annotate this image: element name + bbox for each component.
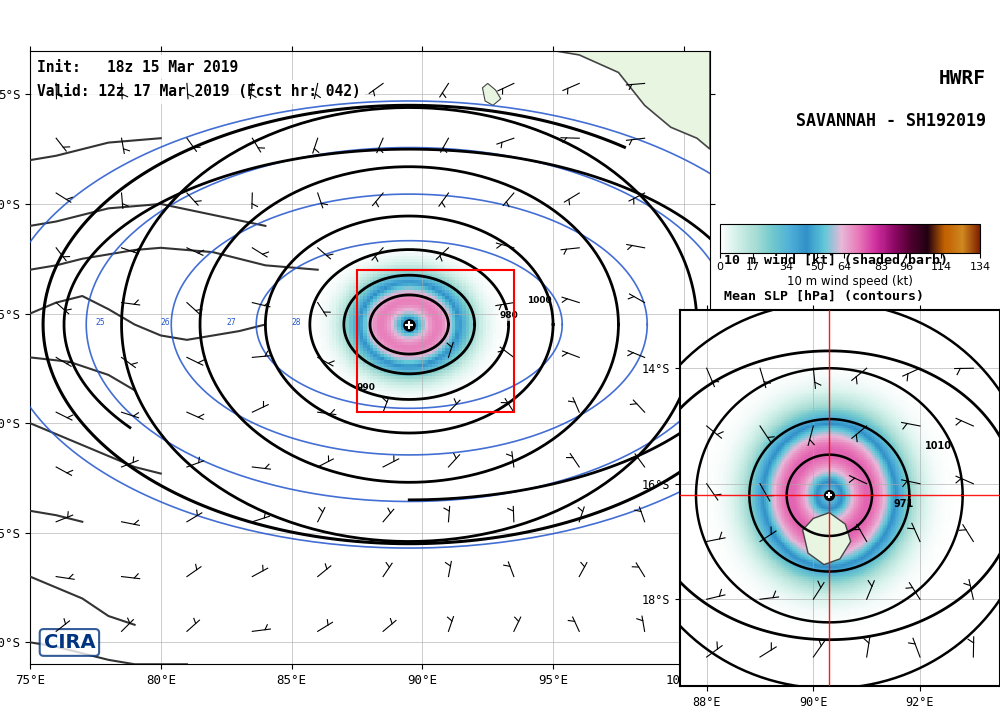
Polygon shape: [553, 51, 710, 149]
Text: Mean SLP [hPa] (contours): Mean SLP [hPa] (contours): [724, 290, 924, 303]
Text: 27: 27: [226, 318, 236, 326]
Polygon shape: [803, 513, 851, 565]
Text: 1010: 1010: [925, 441, 952, 451]
Text: 25: 25: [95, 318, 105, 326]
Text: 26: 26: [161, 318, 170, 326]
Text: Valid: 12z 17 Mar 2019 (Fcst hr: 042): Valid: 12z 17 Mar 2019 (Fcst hr: 042): [37, 84, 361, 100]
Text: HWRF: HWRF: [938, 69, 986, 88]
Text: 980: 980: [499, 311, 518, 320]
Text: 990: 990: [357, 383, 376, 392]
Text: 1000: 1000: [527, 295, 552, 305]
Text: SAVANNAH - SH192019: SAVANNAH - SH192019: [796, 112, 986, 130]
Text: MSLP:  971 (hPa): MSLP: 971 (hPa): [724, 443, 870, 458]
Text: 28: 28: [292, 318, 301, 326]
Bar: [357, 270, 514, 412]
Text: CIRA: CIRA: [44, 633, 95, 652]
Text: SST [°C] (blue contours): SST [°C] (blue contours): [724, 326, 916, 340]
Text: Init:   18z 15 Mar 2019: Init: 18z 15 Mar 2019: [37, 60, 238, 75]
Text: 10 m wind [kt] (shaded/barb): 10 m wind [kt] (shaded/barb): [724, 253, 948, 266]
Text: 971: 971: [893, 499, 914, 509]
Text: VMAX:  81.0 (kt): VMAX: 81.0 (kt): [724, 400, 870, 415]
X-axis label: 10 m wind speed (kt): 10 m wind speed (kt): [787, 275, 913, 288]
Polygon shape: [482, 84, 501, 105]
